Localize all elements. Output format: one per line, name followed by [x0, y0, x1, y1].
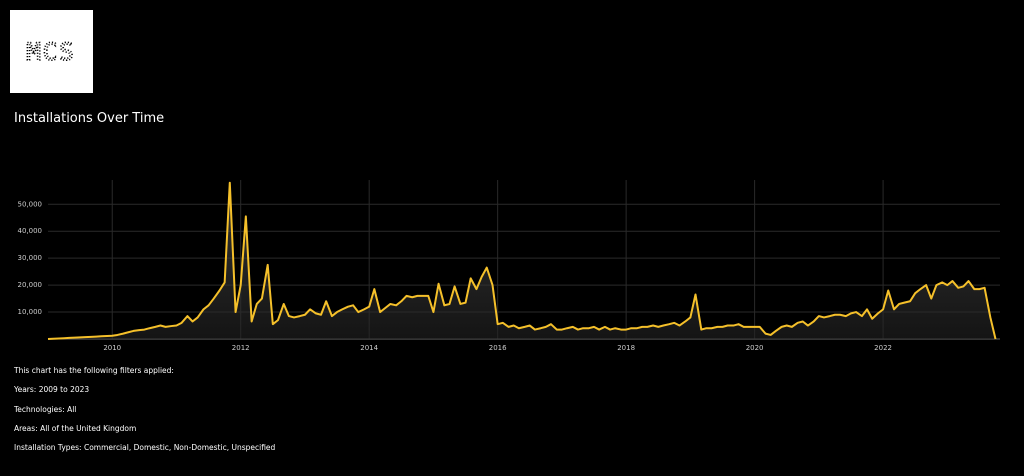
y-tick-label: 40,000	[18, 227, 43, 235]
filter-item: Areas: All of the United Kingdom	[14, 423, 137, 433]
data-line	[47, 181, 997, 340]
logo-text: MCS	[26, 38, 75, 66]
y-tick-label: 20,000	[18, 281, 43, 289]
x-tick-label: 2018	[617, 344, 635, 352]
y-tick-label: 30,000	[18, 254, 43, 262]
filters-heading: This chart has the following filters app…	[14, 366, 174, 375]
area-fill	[48, 182, 996, 339]
x-tick-label: 2010	[103, 344, 121, 352]
logo[interactable]: MCS	[10, 10, 93, 93]
x-tick-label: 2020	[746, 344, 764, 352]
logo-mark: MCS	[26, 37, 75, 67]
filters: This chart has the following filters app…	[14, 366, 275, 462]
x-tick-label: 2012	[232, 344, 250, 352]
y-tick-label: 50,000	[18, 200, 43, 208]
y-tick-label: 10,000	[18, 308, 43, 316]
filter-item: Installation Types: Commercial, Domestic…	[14, 443, 276, 453]
filter-item: Technologies: All	[14, 404, 77, 414]
chart: 10,000 20,000 30,000 40,000 50,000 2010 2012 20…	[18, 180, 1000, 352]
x-tick-label: 2014	[360, 344, 378, 352]
filter-item: Years: 2009 to 2023	[14, 385, 90, 395]
x-tick-label: 2016	[489, 344, 507, 352]
x-tick-label: 2022	[874, 344, 892, 352]
chart-title: Installations Over Time	[14, 111, 165, 126]
